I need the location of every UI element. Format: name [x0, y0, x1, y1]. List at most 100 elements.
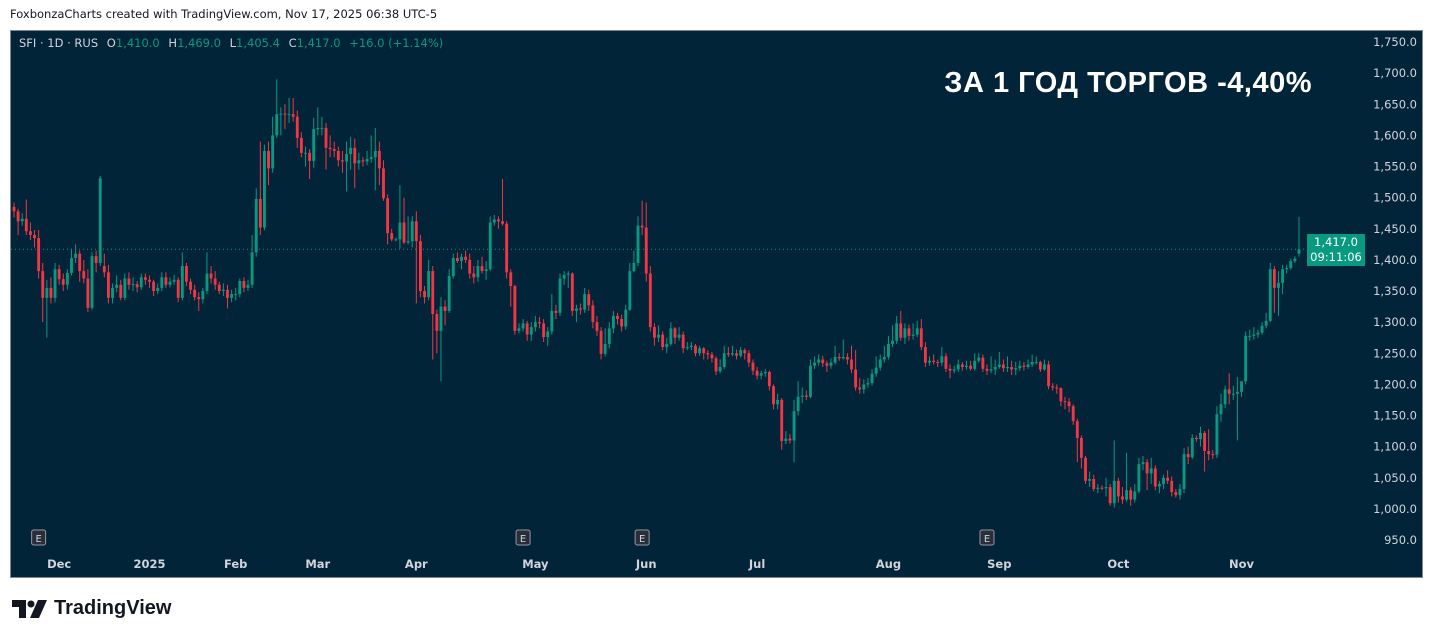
candle-body-down[interactable] — [340, 160, 344, 162]
candle-body-down[interactable] — [1174, 492, 1178, 496]
candle-body-up[interactable] — [1235, 391, 1239, 394]
candle-body-up[interactable] — [312, 129, 316, 161]
candle-body-down[interactable] — [554, 310, 558, 313]
candle-body-down[interactable] — [299, 137, 303, 153]
candle-body-up[interactable] — [1182, 454, 1186, 489]
candle-body-up[interactable] — [1277, 282, 1280, 288]
candle-body-down[interactable] — [324, 127, 328, 148]
candle-body-up[interactable] — [911, 334, 915, 336]
candle-body-up[interactable] — [776, 399, 780, 405]
candle-body-down[interactable] — [49, 287, 53, 298]
candle-body-down[interactable] — [837, 356, 841, 359]
candle-body-down[interactable] — [1211, 454, 1215, 456]
candle-body-up[interactable] — [115, 284, 119, 288]
candle-body-up[interactable] — [977, 357, 981, 361]
candle-body-down[interactable] — [176, 279, 180, 298]
candle-body-down[interactable] — [788, 438, 792, 441]
candle-body-down[interactable] — [570, 273, 574, 311]
candle-body-down[interactable] — [127, 278, 131, 285]
candle-body-down[interactable] — [1001, 364, 1005, 369]
candle-body-down[interactable] — [86, 278, 90, 308]
candle-body-up[interactable] — [238, 281, 242, 295]
candle-body-up[interactable] — [53, 269, 57, 298]
candle-body-up[interactable] — [365, 159, 369, 162]
candle-body-down[interactable] — [595, 322, 599, 331]
candle-body-up[interactable] — [657, 334, 660, 338]
candle-body-up[interactable] — [1178, 488, 1182, 496]
candle-body-down[interactable] — [189, 281, 192, 290]
candle-body-up[interactable] — [246, 284, 250, 288]
candle-body-down[interactable] — [336, 150, 340, 161]
candle-body-up[interactable] — [521, 323, 525, 329]
candle-body-up[interactable] — [1268, 269, 1272, 321]
candle-body-down[interactable] — [919, 328, 923, 348]
candle-body-down[interactable] — [726, 353, 730, 355]
candle-body-down[interactable] — [377, 150, 381, 169]
candle-body-up[interactable] — [316, 127, 320, 130]
candle-body-up[interactable] — [250, 252, 254, 285]
candle-body-down[interactable] — [706, 353, 710, 355]
candle-body-down[interactable] — [587, 294, 591, 306]
candle-body-down[interactable] — [152, 281, 156, 291]
candle-body-up[interactable] — [1006, 366, 1009, 369]
candle-body-up[interactable] — [254, 198, 258, 253]
candle-body-up[interactable] — [870, 373, 874, 384]
candle-body-down[interactable] — [106, 272, 110, 298]
candle-body-up[interactable] — [1014, 368, 1018, 370]
candle-body-up[interactable] — [70, 258, 73, 273]
candle-body-up[interactable] — [1018, 365, 1022, 369]
candle-body-down[interactable] — [1022, 365, 1026, 367]
candle-body-down[interactable] — [78, 253, 82, 272]
candle-body-up[interactable] — [488, 222, 492, 270]
candle-body-down[interactable] — [501, 221, 504, 224]
candle-body-down[interactable] — [513, 286, 517, 331]
candle-body-down[interactable] — [1038, 361, 1042, 370]
candle-body-up[interactable] — [1248, 335, 1252, 337]
candle-body-down[interactable] — [135, 284, 139, 288]
candle-body-up[interactable] — [1289, 261, 1293, 268]
candle-body-down[interactable] — [33, 234, 36, 239]
candle-body-down[interactable] — [455, 258, 459, 262]
candle-body-down[interactable] — [1207, 450, 1211, 455]
candle-body-down[interactable] — [542, 323, 546, 338]
candle-body-up[interactable] — [168, 281, 172, 285]
candle-body-up[interactable] — [763, 371, 767, 374]
candle-body-down[interactable] — [16, 211, 20, 222]
candle-body-down[interactable] — [41, 271, 45, 298]
candle-body-up[interactable] — [221, 289, 225, 291]
candle-body-down[interactable] — [12, 206, 16, 212]
candle-body-up[interactable] — [1285, 267, 1289, 270]
candle-body-down[interactable] — [579, 308, 582, 310]
candle-body-down[interactable] — [854, 369, 858, 388]
candle-body-up[interactable] — [792, 411, 796, 441]
candle-body-up[interactable] — [1034, 361, 1038, 363]
candle-body-up[interactable] — [1293, 258, 1297, 262]
earnings-marker-icon[interactable] — [634, 529, 650, 546]
candle-body-up[interactable] — [575, 308, 578, 311]
candle-body-down[interactable] — [923, 347, 927, 363]
candle-body-down[interactable] — [423, 291, 426, 298]
candle-body-up[interactable] — [784, 438, 788, 442]
candle-body-up[interactable] — [722, 353, 726, 367]
candle-body-up[interactable] — [156, 287, 160, 291]
candle-body-up[interactable] — [874, 367, 878, 374]
candle-body-up[interactable] — [1219, 404, 1223, 415]
candle-body-up[interactable] — [558, 278, 562, 313]
candle-body-down[interactable] — [673, 328, 677, 338]
candle-body-down[interactable] — [825, 363, 829, 366]
candle-body-up[interactable] — [1125, 490, 1129, 500]
candle-body-down[interactable] — [899, 323, 903, 338]
candle-body-down[interactable] — [1071, 406, 1075, 422]
candle-body-up[interactable] — [546, 331, 550, 338]
candlestick-chart[interactable]: 1,750.0 1,700.0 1,650.0 1,600.0 1,550.0 1,500… — [11, 31, 1423, 578]
candle-body-up[interactable] — [160, 277, 164, 288]
candle-body-up[interactable] — [205, 273, 209, 291]
candle-body-up[interactable] — [1223, 389, 1227, 405]
candle-body-up[interactable] — [410, 221, 414, 242]
candle-body-up[interactable] — [123, 278, 127, 298]
candle-body-down[interactable] — [1055, 387, 1059, 389]
candle-body-up[interactable] — [1157, 483, 1161, 487]
candle-body-down[interactable] — [858, 387, 862, 390]
tradingview-logo[interactable]: TradingView — [12, 597, 171, 620]
candle-body-down[interactable] — [1047, 364, 1051, 387]
